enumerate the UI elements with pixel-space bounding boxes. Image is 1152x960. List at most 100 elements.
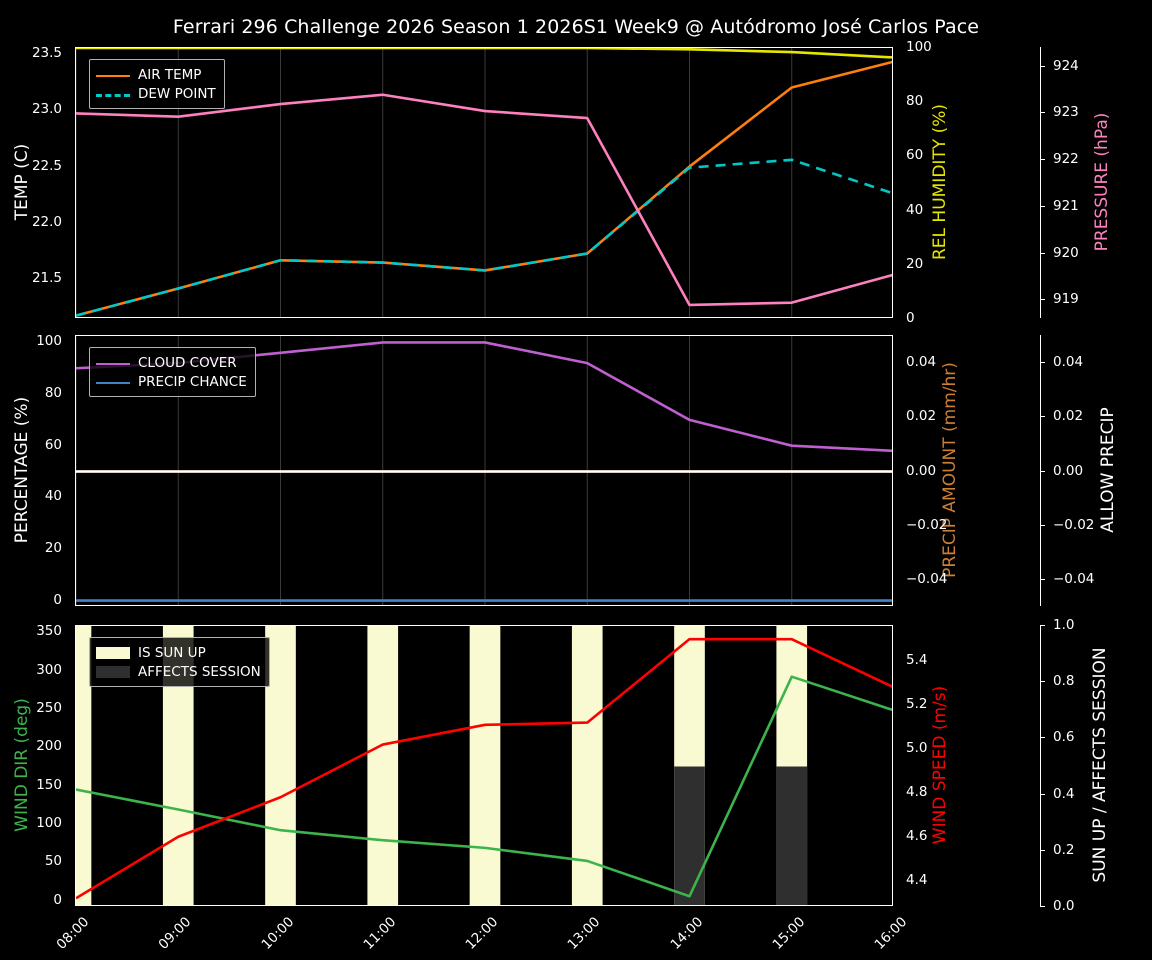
- legend-label: PRECIP CHANCE: [138, 373, 247, 390]
- axis-tick-label: 919: [1053, 291, 1079, 308]
- axis-tick-label: 0: [53, 891, 62, 908]
- axis-tick-label: 923: [1053, 104, 1079, 121]
- axis-tick: [75, 394, 76, 395]
- legend-item: DEW POINT: [96, 84, 216, 103]
- axis-tick-label: 922: [1053, 151, 1079, 168]
- axis-tick: [75, 671, 76, 672]
- axis-tick: [1040, 65, 1045, 67]
- panel3-legend[interactable]: IS SUN UP AFFECTS SESSION: [89, 637, 270, 687]
- legend-label: AIR TEMP: [138, 66, 202, 83]
- axis-tick-label: 22.5: [31, 157, 62, 174]
- legend-item: AFFECTS SESSION: [96, 662, 261, 681]
- legend-label: DEW POINT: [138, 85, 216, 102]
- axis-tick-label: 100: [36, 815, 62, 832]
- legend-swatch-dashed-icon: [96, 87, 130, 101]
- axis-tick-label: 100: [36, 333, 62, 350]
- axis-tick: [75, 549, 76, 550]
- axis-tick-label: 80: [44, 385, 62, 402]
- legend-swatch-solid-icon: [96, 375, 130, 389]
- axis-tick: [75, 747, 76, 748]
- x-axis-tick-label: 08:00: [53, 914, 93, 953]
- axis-tick-label: 5.2: [906, 696, 928, 713]
- axis-tick: [75, 54, 76, 55]
- x-axis-tick-label: 11:00: [360, 914, 400, 953]
- legend-swatch-bar-icon: [96, 665, 130, 679]
- axis-tick: [75, 497, 76, 498]
- axis-tick: [1040, 625, 1045, 626]
- axis-tick: [1040, 299, 1045, 301]
- legend-item: AIR TEMP: [96, 65, 216, 84]
- axis-tick-label: 5.4: [906, 652, 928, 669]
- panel1-legend[interactable]: AIR TEMP DEW POINT: [89, 59, 225, 109]
- panel2-y-left-label: PERCENTAGE (%): [12, 396, 32, 544]
- axis-tick-label: 4.6: [906, 827, 928, 844]
- axis-tick: [75, 601, 76, 602]
- axis-tick-label: 0: [53, 591, 62, 608]
- axis-tick: [1040, 737, 1045, 739]
- panel2-y-right1-label: PRECIP AMOUNT (mm/hr): [940, 362, 960, 578]
- axis-tick-label: 5.0: [906, 739, 928, 756]
- axis-tick-label: 20: [44, 539, 62, 556]
- legend-label: CLOUD COVER: [138, 354, 237, 371]
- axis-tick-label: −0.04: [906, 570, 948, 587]
- axis-tick-label: 300: [36, 661, 62, 678]
- axis-tick-label: 0.0: [1053, 898, 1075, 914]
- axis-tick: [1040, 524, 1045, 526]
- panel3-y-right2-label: SUN UP / AFFECTS SESSION: [1090, 647, 1110, 883]
- axis-tick: [1040, 849, 1045, 851]
- x-axis-tick-label: 09:00: [155, 914, 195, 953]
- axis-tick: [1040, 112, 1045, 114]
- axis-tick-label: 921: [1053, 197, 1079, 214]
- series-pressure: [76, 93, 892, 307]
- legend-swatch-bar-icon: [96, 646, 130, 660]
- axis-tick: [75, 901, 76, 902]
- axis-tick: [75, 167, 76, 168]
- axis-tick: [75, 446, 76, 447]
- legend-label: IS SUN UP: [138, 644, 206, 661]
- axis-tick-label: 920: [1053, 244, 1079, 261]
- series-wind-speed: [76, 637, 892, 900]
- axis-tick-label: −0.04: [1053, 570, 1095, 587]
- axis-tick-label: 0: [906, 310, 915, 326]
- axis-tick-label: 60: [44, 436, 62, 453]
- legend-item: PRECIP CHANCE: [96, 372, 247, 391]
- x-axis-tick-label: 15:00: [769, 914, 809, 953]
- axis-tick-label: 23.5: [31, 44, 62, 61]
- axis-tick-label: 0.6: [1053, 729, 1075, 746]
- axis-tick: [75, 709, 76, 710]
- series-wind-dir: [76, 675, 892, 898]
- panel3-y-left-label: WIND DIR (deg): [12, 698, 32, 832]
- axis-tick: [1040, 159, 1045, 161]
- panel1-y-right1-label: REL HUMIDITY (%): [930, 103, 950, 261]
- axis-tick: [1040, 681, 1045, 683]
- panel2-y-right2-label: ALLOW PRECIP: [1098, 407, 1118, 533]
- axis-tick: [1040, 252, 1045, 254]
- x-axis-tick-label: 14:00: [666, 914, 706, 953]
- page-title: Ferrari 296 Challenge 2026 Season 1 2026…: [172, 16, 980, 38]
- axis-tick-label: 20: [906, 255, 924, 272]
- axis-tick: [1040, 205, 1045, 207]
- panel1-pressure-spine: [1040, 47, 1041, 318]
- axis-tick-label: 250: [36, 699, 62, 716]
- panel2-legend[interactable]: CLOUD COVER PRECIP CHANCE: [89, 347, 256, 397]
- series-rel-humidity: [76, 48, 892, 59]
- series-dew-point: [76, 158, 892, 317]
- axis-tick: [1040, 362, 1045, 364]
- axis-tick-label: 0.04: [906, 354, 937, 371]
- axis-tick-label: 924: [1053, 57, 1079, 74]
- axis-tick: [1040, 906, 1045, 907]
- legend-swatch-solid-icon: [96, 68, 130, 82]
- axis-tick-label: 40: [44, 488, 62, 505]
- panel3-y-right1-label: WIND SPEED (m/s): [930, 685, 950, 845]
- axis-tick-label: 200: [36, 738, 62, 755]
- x-axis-tick-label: 10:00: [257, 914, 297, 953]
- axis-tick-label: 0.00: [906, 462, 937, 479]
- axis-tick: [75, 862, 76, 863]
- axis-tick-label: 4.8: [906, 783, 928, 800]
- temperature-panel: [75, 47, 893, 318]
- axis-tick: [1040, 416, 1045, 418]
- axis-tick: [75, 632, 76, 633]
- axis-tick-label: 0.04: [1053, 354, 1084, 371]
- axis-tick-label: 22.0: [31, 214, 62, 231]
- panel1-y-right2-label: PRESSURE (hPa): [1092, 112, 1112, 252]
